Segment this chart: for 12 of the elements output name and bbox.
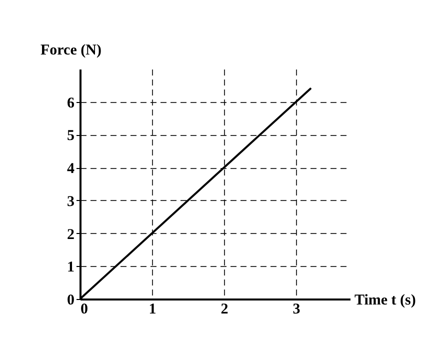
y-tick-label: 2 bbox=[67, 226, 74, 243]
y-tick-label: 4 bbox=[67, 161, 75, 178]
y-tick-label: 1 bbox=[67, 260, 74, 276]
y-tick-label: 5 bbox=[67, 128, 74, 144]
x-axis-title: Time t (s) bbox=[354, 292, 416, 308]
y-tick-label: 3 bbox=[67, 194, 74, 210]
y-tick-label: 6 bbox=[67, 95, 75, 112]
x-tick-label: 2 bbox=[220, 302, 228, 318]
x-tick-label: 0 bbox=[80, 302, 88, 318]
x-tick-label: 3 bbox=[292, 302, 300, 318]
x-tick-label: 1 bbox=[148, 302, 156, 318]
y-axis-title: Force (N) bbox=[40, 42, 102, 58]
